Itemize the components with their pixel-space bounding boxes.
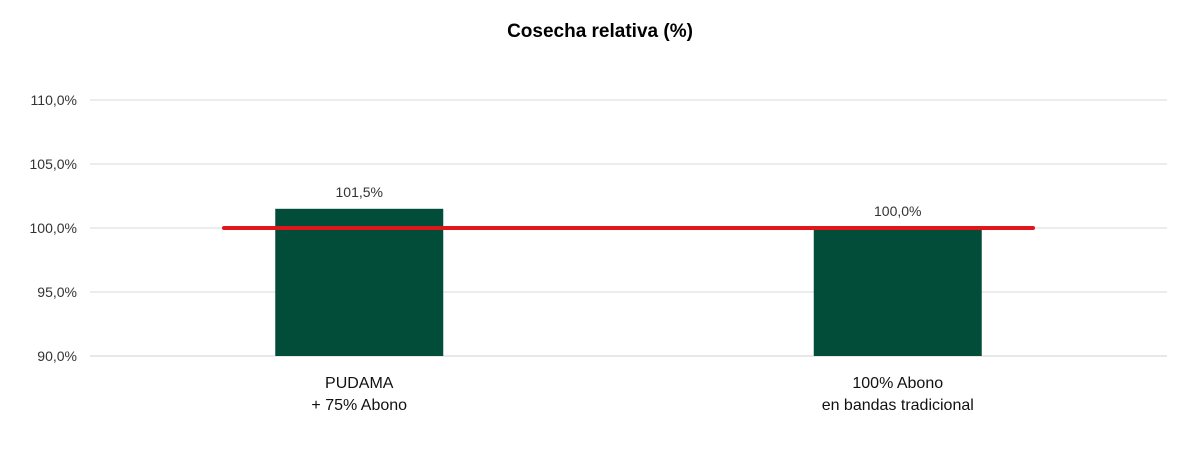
- y-tick-label: 100,0%: [30, 220, 77, 236]
- chart-title: Cosecha relativa (%): [507, 21, 693, 42]
- category-label: 100% Abono: [852, 375, 943, 392]
- bar: [275, 208, 444, 356]
- data-label: 100,0%: [874, 203, 921, 219]
- bar: [813, 228, 982, 356]
- category-label: PUDAMA: [325, 375, 394, 392]
- y-tick-label: 105,0%: [30, 156, 77, 172]
- data-labels: 101,5% 100,0%: [336, 184, 922, 219]
- category-label: + 75% Abono: [311, 397, 407, 414]
- x-axis-category-labels: PUDAMA + 75% Abono 100% Abono en bandas tra…: [311, 375, 973, 414]
- y-tick-label: 95,0%: [37, 284, 77, 300]
- y-tick-label: 90,0%: [37, 348, 77, 364]
- bars: [275, 208, 982, 356]
- category-label: en bandas tradicional: [822, 397, 974, 414]
- data-label: 101,5%: [336, 184, 383, 200]
- y-tick-label: 110,0%: [31, 92, 77, 108]
- y-axis-tick-labels: 90,0% 95,0% 100,0% 105,0% 110,0%: [30, 92, 77, 364]
